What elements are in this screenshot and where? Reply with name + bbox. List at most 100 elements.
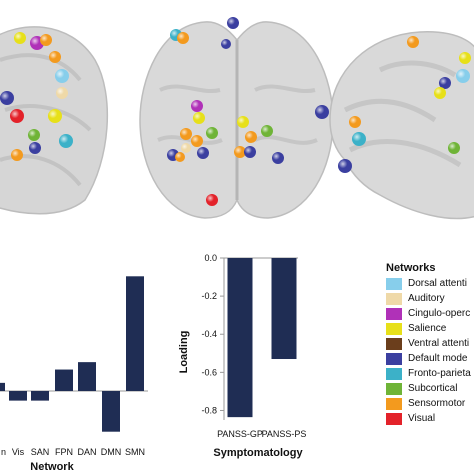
networks-legend: Networks Dorsal attenti Auditory Cingulo-o…: [386, 262, 474, 426]
symptom-y-tick-label: -0.4: [201, 329, 217, 339]
node-highlight: [315, 105, 329, 119]
node-highlight: [206, 127, 218, 139]
legend-label: Salience: [408, 323, 447, 334]
node-highlight: [191, 135, 203, 147]
node-highlight: [338, 159, 352, 173]
network-tick-label-smn: SMN: [125, 447, 145, 457]
node-highlight: [48, 109, 62, 123]
symptom-y-tick-label: 0.0: [204, 253, 217, 263]
legend-swatch: [386, 367, 402, 380]
node-highlight: [456, 69, 470, 83]
node-highlight: [439, 77, 451, 89]
legend-swatch: [386, 292, 402, 305]
node-highlight: [261, 125, 273, 137]
node-highlight: [11, 149, 23, 161]
legend-item: Salience: [386, 321, 474, 336]
legend-item: Auditory: [386, 291, 474, 306]
legend-item: Ventral attenti: [386, 336, 474, 351]
legend-label: Subcortical: [408, 383, 458, 394]
node-highlight: [28, 129, 40, 141]
network-tick-label-san: SAN: [31, 447, 50, 457]
legend-label: Cingulo-operc: [408, 308, 471, 319]
legend-swatch: [386, 352, 402, 365]
node-highlight: [181, 143, 191, 153]
legend-label: Fronto-parieta: [408, 368, 471, 379]
node-highlight: [234, 146, 246, 158]
node-highlight: [245, 131, 257, 143]
symptom-y-tick-label: -0.8: [201, 405, 217, 415]
node-highlight: [59, 134, 73, 148]
node-highlight: [177, 32, 189, 44]
node-highlight: [206, 194, 218, 206]
node-highlight: [49, 51, 61, 63]
legend-label: Visual: [408, 413, 436, 424]
symptom-loading-chart: Loading 0.0 -0.2 -0.4 -0.6 -0.8 PANSS-GPPANS…: [178, 253, 307, 459]
node-highlight: [227, 17, 239, 29]
node-highlight: [0, 91, 14, 105]
symptom-y-tick-label: -0.6: [201, 367, 217, 377]
legend-item: Fronto-parieta: [386, 366, 474, 381]
node-highlight: [434, 87, 446, 99]
legend-label: Auditory: [408, 293, 445, 304]
legend-swatch: [386, 412, 402, 425]
network-tick-label-dan: DAN: [77, 447, 96, 457]
symptom-tick-label-panss-ps: PANSS-PS: [262, 429, 307, 439]
legend-swatch: [386, 382, 402, 395]
legend-label: Default mode: [408, 353, 468, 364]
network-bar-smn: [126, 276, 144, 391]
symptom-y-axis-label: Loading: [178, 331, 190, 374]
brain-nodes-figure: [0, 17, 474, 220]
network-bar-partial: [0, 382, 5, 391]
node-highlight: [459, 52, 471, 64]
legend-label: Dorsal attenti: [408, 278, 467, 289]
legend-swatch: [386, 397, 402, 410]
network-tick-label-dmn: DMN: [101, 447, 122, 457]
network-tick-label-fpn: FPN: [55, 447, 73, 457]
node-highlight: [40, 34, 52, 46]
legend-item: Sensormotor: [386, 396, 474, 411]
node-highlight: [352, 132, 366, 146]
node-highlight: [180, 128, 192, 140]
legend-title: Networks: [386, 262, 436, 274]
node-highlight: [349, 116, 361, 128]
node-highlight: [244, 146, 256, 158]
symptom-tick-label-panss-gp: PANSS-GP: [217, 429, 263, 439]
legend-swatch: [386, 277, 402, 290]
network-tick-label-partial: n: [1, 447, 6, 457]
network-bar-vis: [9, 391, 27, 401]
node-highlight: [237, 116, 249, 128]
node-highlight: [55, 69, 69, 83]
node-highlight: [10, 109, 24, 123]
brain-right-view: [329, 31, 474, 220]
legend-label: Ventral attenti: [408, 338, 470, 349]
node-highlight: [407, 36, 419, 48]
brain-axial-view: [139, 21, 334, 219]
node-highlight: [29, 142, 41, 154]
network-bar-dmn: [102, 391, 120, 432]
legend-label: Sensormotor: [408, 398, 466, 409]
legend-item: Visual: [386, 411, 474, 426]
node-highlight: [272, 152, 284, 164]
network-bar-dan: [78, 362, 96, 391]
network-loading-chart: n Vis SAN FPN DAN DMN SMN Network: [0, 276, 148, 473]
symptom-bar-panss-gp: [227, 258, 253, 418]
node-highlights: [0, 17, 471, 206]
legend-item: Dorsal attenti: [386, 276, 474, 291]
network-x-axis-label: Network: [30, 461, 74, 473]
symptom-x-axis-label: Symptomatology: [213, 447, 303, 459]
node-highlight: [197, 147, 209, 159]
node-highlight: [56, 87, 68, 99]
network-tick-label-vis: Vis: [12, 447, 25, 457]
symptom-bar-panss-ps: [271, 258, 297, 360]
legend-item: Default mode: [386, 351, 474, 366]
legend-swatch: [386, 337, 402, 350]
node-highlight: [448, 142, 460, 154]
legend-item: Cingulo-operc: [386, 306, 474, 321]
symptom-y-tick-label: -0.2: [201, 291, 217, 301]
node-highlight: [14, 32, 26, 44]
node-highlight: [221, 39, 231, 49]
node-highlight: [193, 112, 205, 124]
node-highlight: [191, 100, 203, 112]
legend-swatch: [386, 322, 402, 335]
legend-swatch: [386, 307, 402, 320]
